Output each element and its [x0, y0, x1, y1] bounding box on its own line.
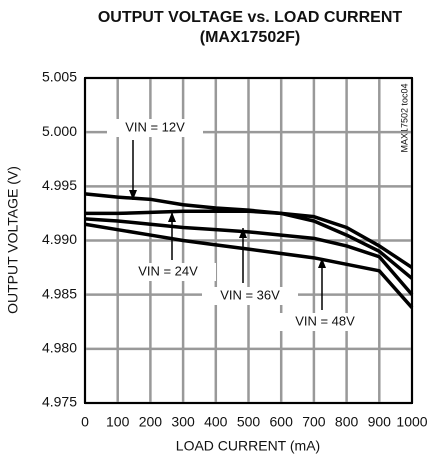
annotation: VIN = 48V — [295, 313, 355, 328]
arrow-head — [318, 258, 326, 268]
label-bg — [120, 263, 216, 281]
x-tick-label: 100 — [106, 414, 130, 430]
x-tick-label: 300 — [171, 414, 195, 430]
annotation: VIN = 36V — [220, 287, 280, 302]
y-axis-label: OUTPUT VOLTAGE (V) — [5, 166, 21, 314]
y-tick-label: 4.985 — [42, 285, 77, 301]
arrow-head — [239, 228, 247, 238]
chart-title: OUTPUT VOLTAGE vs. LOAD CURRENT — [98, 9, 403, 26]
annotation: VIN = 12V — [125, 119, 185, 134]
annotation: VIN = 24V — [138, 263, 198, 278]
y-tick-label: 5.005 — [42, 69, 77, 85]
series-line — [84, 217, 414, 296]
plot-frame — [84, 77, 413, 404]
x-tick-label: 1000 — [396, 414, 427, 430]
y-tick-label: 5.000 — [42, 123, 77, 139]
y-tick-label: 4.975 — [42, 394, 77, 410]
x-tick-label: 200 — [139, 414, 163, 430]
side-note: MAX17502 toc04 — [399, 83, 409, 152]
label-bg — [277, 313, 373, 331]
x-tick-label: 0 — [81, 414, 89, 430]
y-tick-label: 4.990 — [42, 231, 77, 247]
x-tick-label: 700 — [302, 414, 326, 430]
x-tick-label: 600 — [270, 414, 294, 430]
chart-subtitle: (MAX17502F) — [200, 29, 300, 46]
y-tick-label: 4.995 — [42, 177, 77, 193]
x-tick-label: 500 — [237, 414, 261, 430]
y-tick-label: 4.980 — [42, 340, 77, 356]
x-axis-label: LOAD CURRENT (mA) — [176, 438, 320, 454]
arrow-head — [129, 190, 137, 200]
x-tick-label: 400 — [204, 414, 228, 430]
series-line — [84, 222, 414, 309]
x-tick-label: 800 — [335, 414, 359, 430]
label-bg — [107, 119, 203, 137]
arrow-head — [168, 212, 176, 222]
series-line — [85, 209, 414, 280]
label-bg — [202, 287, 298, 305]
x-tick-label: 900 — [368, 414, 392, 430]
